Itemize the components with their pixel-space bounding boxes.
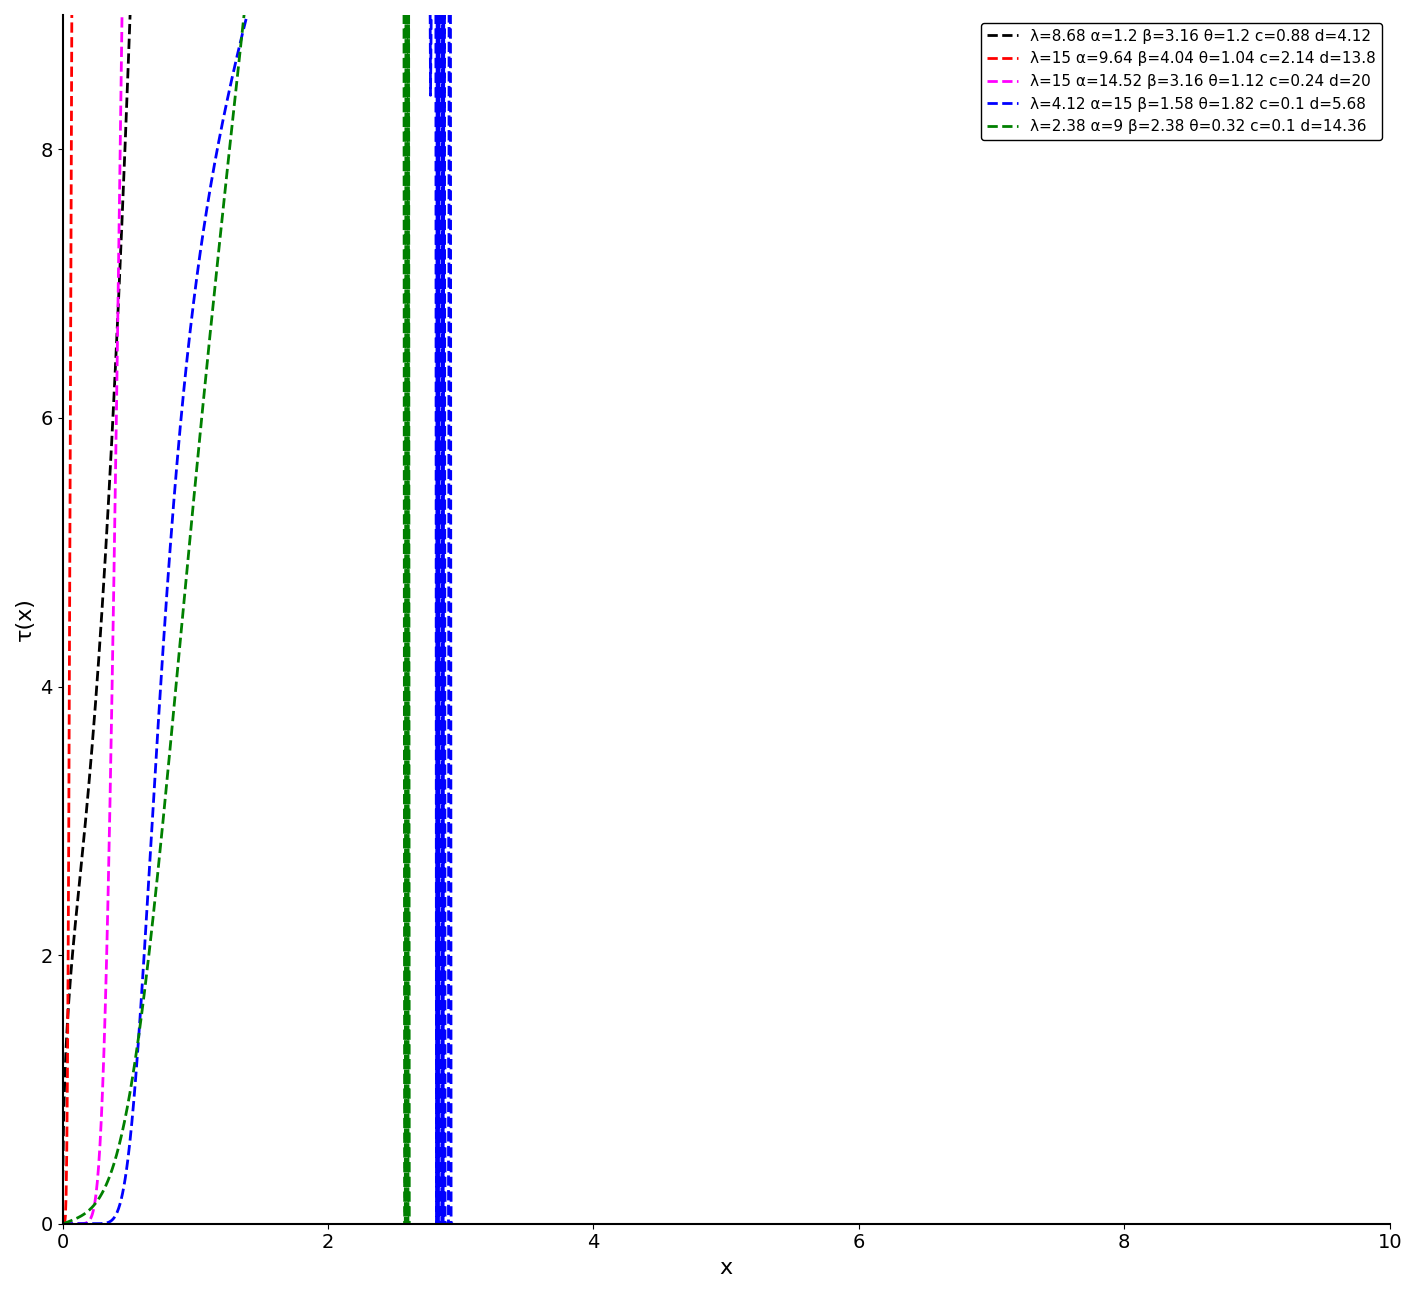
λ=2.38 α=9 β=2.38 θ=0.32 c=0.1 d=14.36	[122, 1082, 139, 1098]
λ=15 α=14.52 β=3.16 θ=1.12 c=0.24 d=20	[54, 1215, 71, 1231]
Y-axis label: τ(x): τ(x)	[16, 597, 35, 641]
λ=15 α=9.64 β=4.04 θ=1.04 c=2.14 d=13.8	[54, 1215, 71, 1231]
Line: λ=2.38 α=9 β=2.38 θ=0.32 c=0.1 d=14.36: λ=2.38 α=9 β=2.38 θ=0.32 c=0.1 d=14.36	[62, 0, 410, 1223]
Line: λ=8.68 α=1.2 β=3.16 θ=1.2 c=0.88 d=4.12: λ=8.68 α=1.2 β=3.16 θ=1.2 c=0.88 d=4.12	[62, 0, 235, 1181]
λ=8.68 α=1.2 β=3.16 θ=1.2 c=0.88 d=4.12	[122, 0, 139, 12]
λ=2.38 α=9 β=2.38 θ=0.32 c=0.1 d=14.36	[54, 1215, 71, 1231]
λ=4.12 α=15 β=1.58 θ=1.82 c=0.1 d=5.68	[122, 1129, 139, 1144]
λ=4.12 α=15 β=1.58 θ=1.82 c=0.1 d=5.68	[54, 1215, 71, 1231]
Line: λ=15 α=14.52 β=3.16 θ=1.12 c=0.24 d=20: λ=15 α=14.52 β=3.16 θ=1.12 c=0.24 d=20	[62, 0, 210, 1223]
Line: λ=4.12 α=15 β=1.58 θ=1.82 c=0.1 d=5.68: λ=4.12 α=15 β=1.58 θ=1.82 c=0.1 d=5.68	[62, 0, 453, 1223]
λ=8.68 α=1.2 β=3.16 θ=1.2 c=0.88 d=4.12	[54, 1173, 71, 1188]
X-axis label: x: x	[720, 1258, 733, 1277]
Legend: λ=8.68 α=1.2 β=3.16 θ=1.2 c=0.88 d=4.12, λ=15 α=9.64 β=4.04 θ=1.04 c=2.14 d=13.8: λ=8.68 α=1.2 β=3.16 θ=1.2 c=0.88 d=4.12,…	[982, 23, 1382, 141]
Line: λ=15 α=9.64 β=4.04 θ=1.04 c=2.14 d=13.8: λ=15 α=9.64 β=4.04 θ=1.04 c=2.14 d=13.8	[62, 0, 184, 1223]
